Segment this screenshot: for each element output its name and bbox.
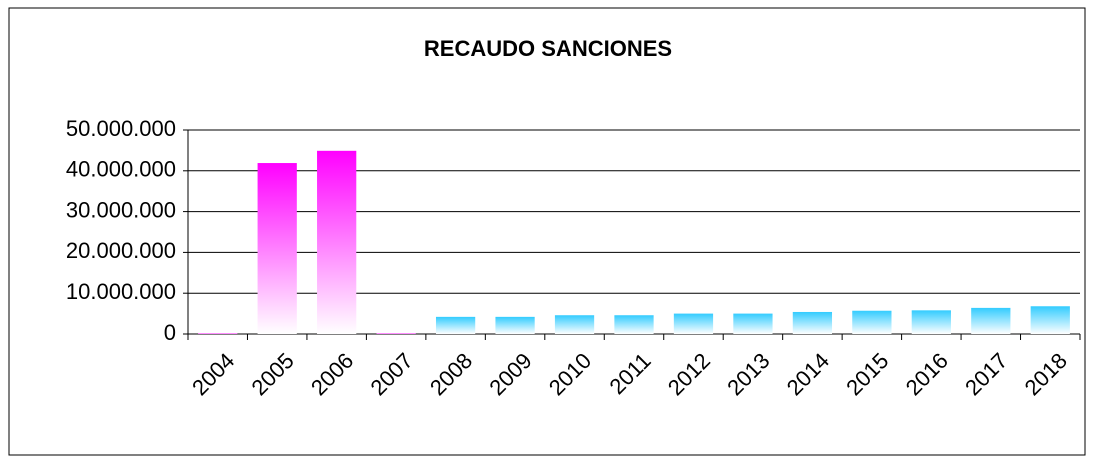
y-tick-label: 0 bbox=[164, 320, 176, 345]
bar bbox=[733, 313, 773, 334]
bar bbox=[852, 310, 892, 334]
y-tick-label: 30.000.000 bbox=[66, 197, 176, 222]
y-tick-label: 50.000.000 bbox=[66, 116, 176, 141]
bar bbox=[317, 150, 357, 334]
bar bbox=[376, 333, 416, 334]
y-tick-label: 20.000.000 bbox=[66, 238, 176, 263]
bar bbox=[495, 316, 535, 334]
bar bbox=[614, 315, 654, 334]
bar bbox=[554, 315, 595, 334]
bar bbox=[198, 333, 238, 334]
y-tick-label: 40.000.000 bbox=[66, 157, 176, 182]
bar bbox=[792, 311, 833, 334]
bar bbox=[911, 310, 951, 334]
bar bbox=[435, 316, 476, 334]
bar bbox=[257, 163, 297, 334]
bar bbox=[673, 313, 714, 334]
y-tick-label: 10.000.000 bbox=[66, 279, 176, 304]
bar bbox=[971, 307, 1011, 334]
chart-title: RECAUDO SANCIONES bbox=[424, 36, 672, 61]
bar bbox=[1030, 306, 1070, 334]
